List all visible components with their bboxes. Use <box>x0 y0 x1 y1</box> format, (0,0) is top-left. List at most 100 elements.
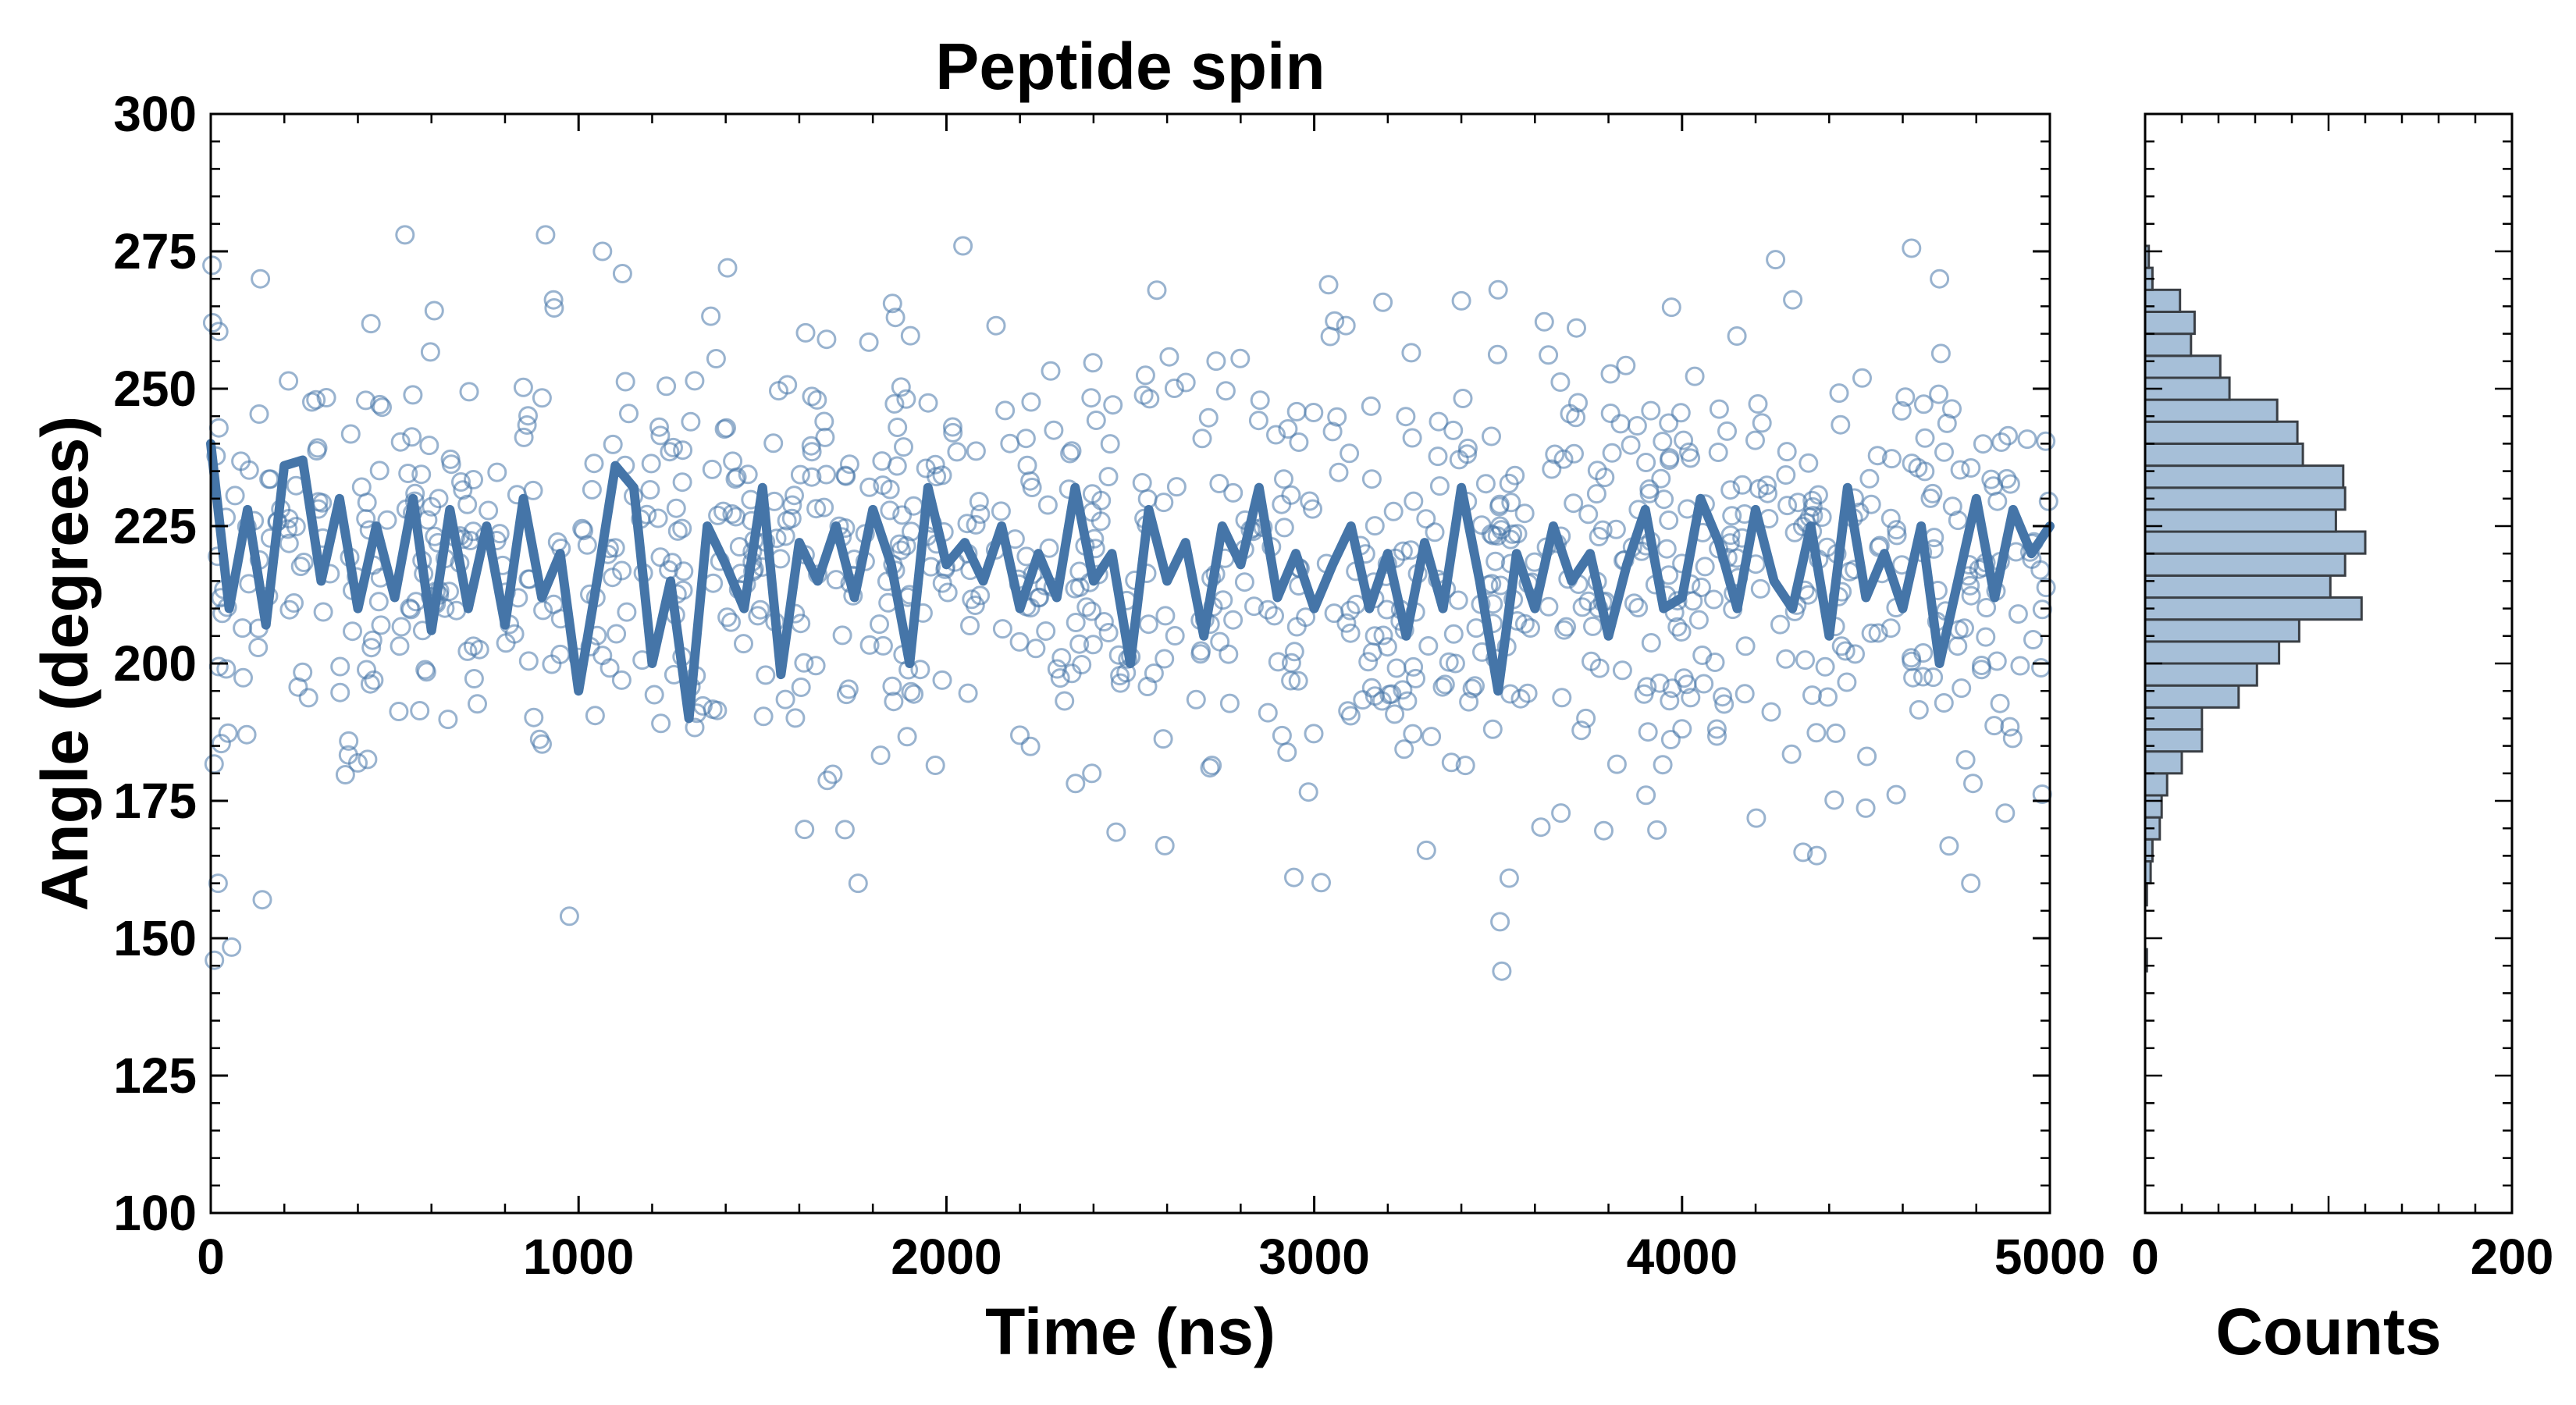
scatter-point <box>2002 728 2023 749</box>
scatter-point <box>1284 642 1304 662</box>
scatter-point <box>1230 348 1251 368</box>
scatter-point <box>1155 649 1175 669</box>
x-axis-label: Time (ns) <box>985 1295 1276 1368</box>
scatter-point <box>1274 469 1293 489</box>
scatter-point <box>894 437 913 457</box>
scatter-point <box>1651 468 1671 489</box>
scatter-point <box>1955 618 1974 638</box>
scatter-point <box>992 619 1012 639</box>
scatter-point <box>1542 459 1562 479</box>
scatter-point <box>1394 739 1414 759</box>
scatter-point <box>251 269 271 289</box>
scatter-point <box>1654 489 1674 510</box>
scatter-point <box>1385 704 1405 724</box>
scatter-point <box>713 501 733 521</box>
scatter-point <box>884 692 904 712</box>
scatter-point <box>1457 444 1478 464</box>
y-tick-label: 125 <box>113 1048 197 1104</box>
y-tick-label: 300 <box>113 86 197 142</box>
scatter-point <box>2000 717 2020 737</box>
y-tick-label: 100 <box>113 1185 197 1241</box>
scatter-point <box>523 480 543 500</box>
scatter-point <box>995 400 1016 421</box>
scatter-point <box>1942 496 1962 517</box>
scatter-point <box>640 480 660 500</box>
scatter-point <box>1973 434 1993 454</box>
scatter-point <box>559 906 579 927</box>
scatter-point <box>938 582 958 603</box>
scatter-point <box>1083 353 1103 373</box>
scatter-point <box>390 432 411 452</box>
scatter-point <box>873 475 893 496</box>
scatter-point <box>1039 538 1059 558</box>
scatter-point <box>834 820 855 840</box>
scatter-point <box>1688 610 1709 630</box>
scatter-point <box>1451 290 1471 311</box>
scatter-point <box>1209 474 1229 493</box>
scatter-point <box>1358 652 1379 672</box>
scatter-point <box>1353 690 1373 710</box>
scatter-point <box>330 656 350 677</box>
scatter-point <box>356 390 375 411</box>
scatter-point <box>817 770 838 791</box>
scatter-point <box>1281 670 1301 691</box>
histogram-bar <box>2144 728 2204 753</box>
scatter-point <box>1891 400 1912 421</box>
scatter-point <box>1153 729 1173 749</box>
scatter-point <box>1086 411 1106 430</box>
scatter-point <box>612 560 632 581</box>
scatter-point <box>1455 756 1475 776</box>
scatter-point <box>402 427 422 447</box>
scatter-point <box>1062 441 1082 461</box>
scatter-point <box>1600 364 1621 384</box>
scatter-point <box>1340 600 1361 621</box>
scatter-point <box>782 495 802 515</box>
scatter-point <box>1036 621 1056 641</box>
scatter-point <box>1336 613 1357 633</box>
histogram-bar <box>2144 640 2281 665</box>
scatter-point <box>1649 673 1670 693</box>
scatter-point <box>1923 667 1944 688</box>
scatter-point <box>1137 677 1158 696</box>
scatter-point <box>1041 361 1061 381</box>
scatter-point <box>775 689 795 710</box>
scatter-point <box>1886 784 1906 805</box>
scatter-point <box>419 436 439 456</box>
scatter-point <box>1831 414 1851 435</box>
scatter-point <box>1066 774 1086 794</box>
scatter-point <box>1416 840 1436 860</box>
scatter-point <box>542 654 562 674</box>
scatter-point <box>1714 694 1735 714</box>
scatter-point <box>1098 623 1119 642</box>
scatter-point <box>1637 677 1657 697</box>
scatter-point <box>1274 518 1294 538</box>
scatter-point <box>1191 641 1211 661</box>
scatter-point <box>1223 610 1244 630</box>
histogram-axis-ticks: 0 200 <box>2131 112 2553 1285</box>
scatter-point <box>1717 421 1737 441</box>
counts-tick-label: 0 <box>2131 1229 2159 1285</box>
scatter-point <box>1845 644 1865 664</box>
scatter-point <box>504 624 525 644</box>
x-tick-label: 0 <box>197 1229 225 1285</box>
scatter-point <box>463 636 483 656</box>
scatter-point <box>891 377 911 397</box>
scatter-point <box>1010 725 1030 745</box>
scatter-point <box>897 727 917 747</box>
scatter-point <box>1781 744 1802 764</box>
scatter-point <box>650 425 671 446</box>
scatter-point <box>859 477 880 497</box>
scatter-point <box>1909 699 1929 720</box>
scatter-point <box>1727 326 1747 346</box>
scatter-point <box>802 386 822 407</box>
scatter-point <box>1304 724 1324 744</box>
scatter-point <box>1462 678 1482 699</box>
scatter-point <box>395 225 415 245</box>
scatter-point <box>769 381 788 401</box>
scatter-point <box>1628 598 1649 617</box>
scatter-point <box>1887 520 1907 540</box>
scatter-point <box>1685 366 1705 386</box>
scatter-point <box>1826 723 1846 743</box>
scatter-point <box>1361 396 1381 416</box>
scatter-point <box>459 382 479 402</box>
